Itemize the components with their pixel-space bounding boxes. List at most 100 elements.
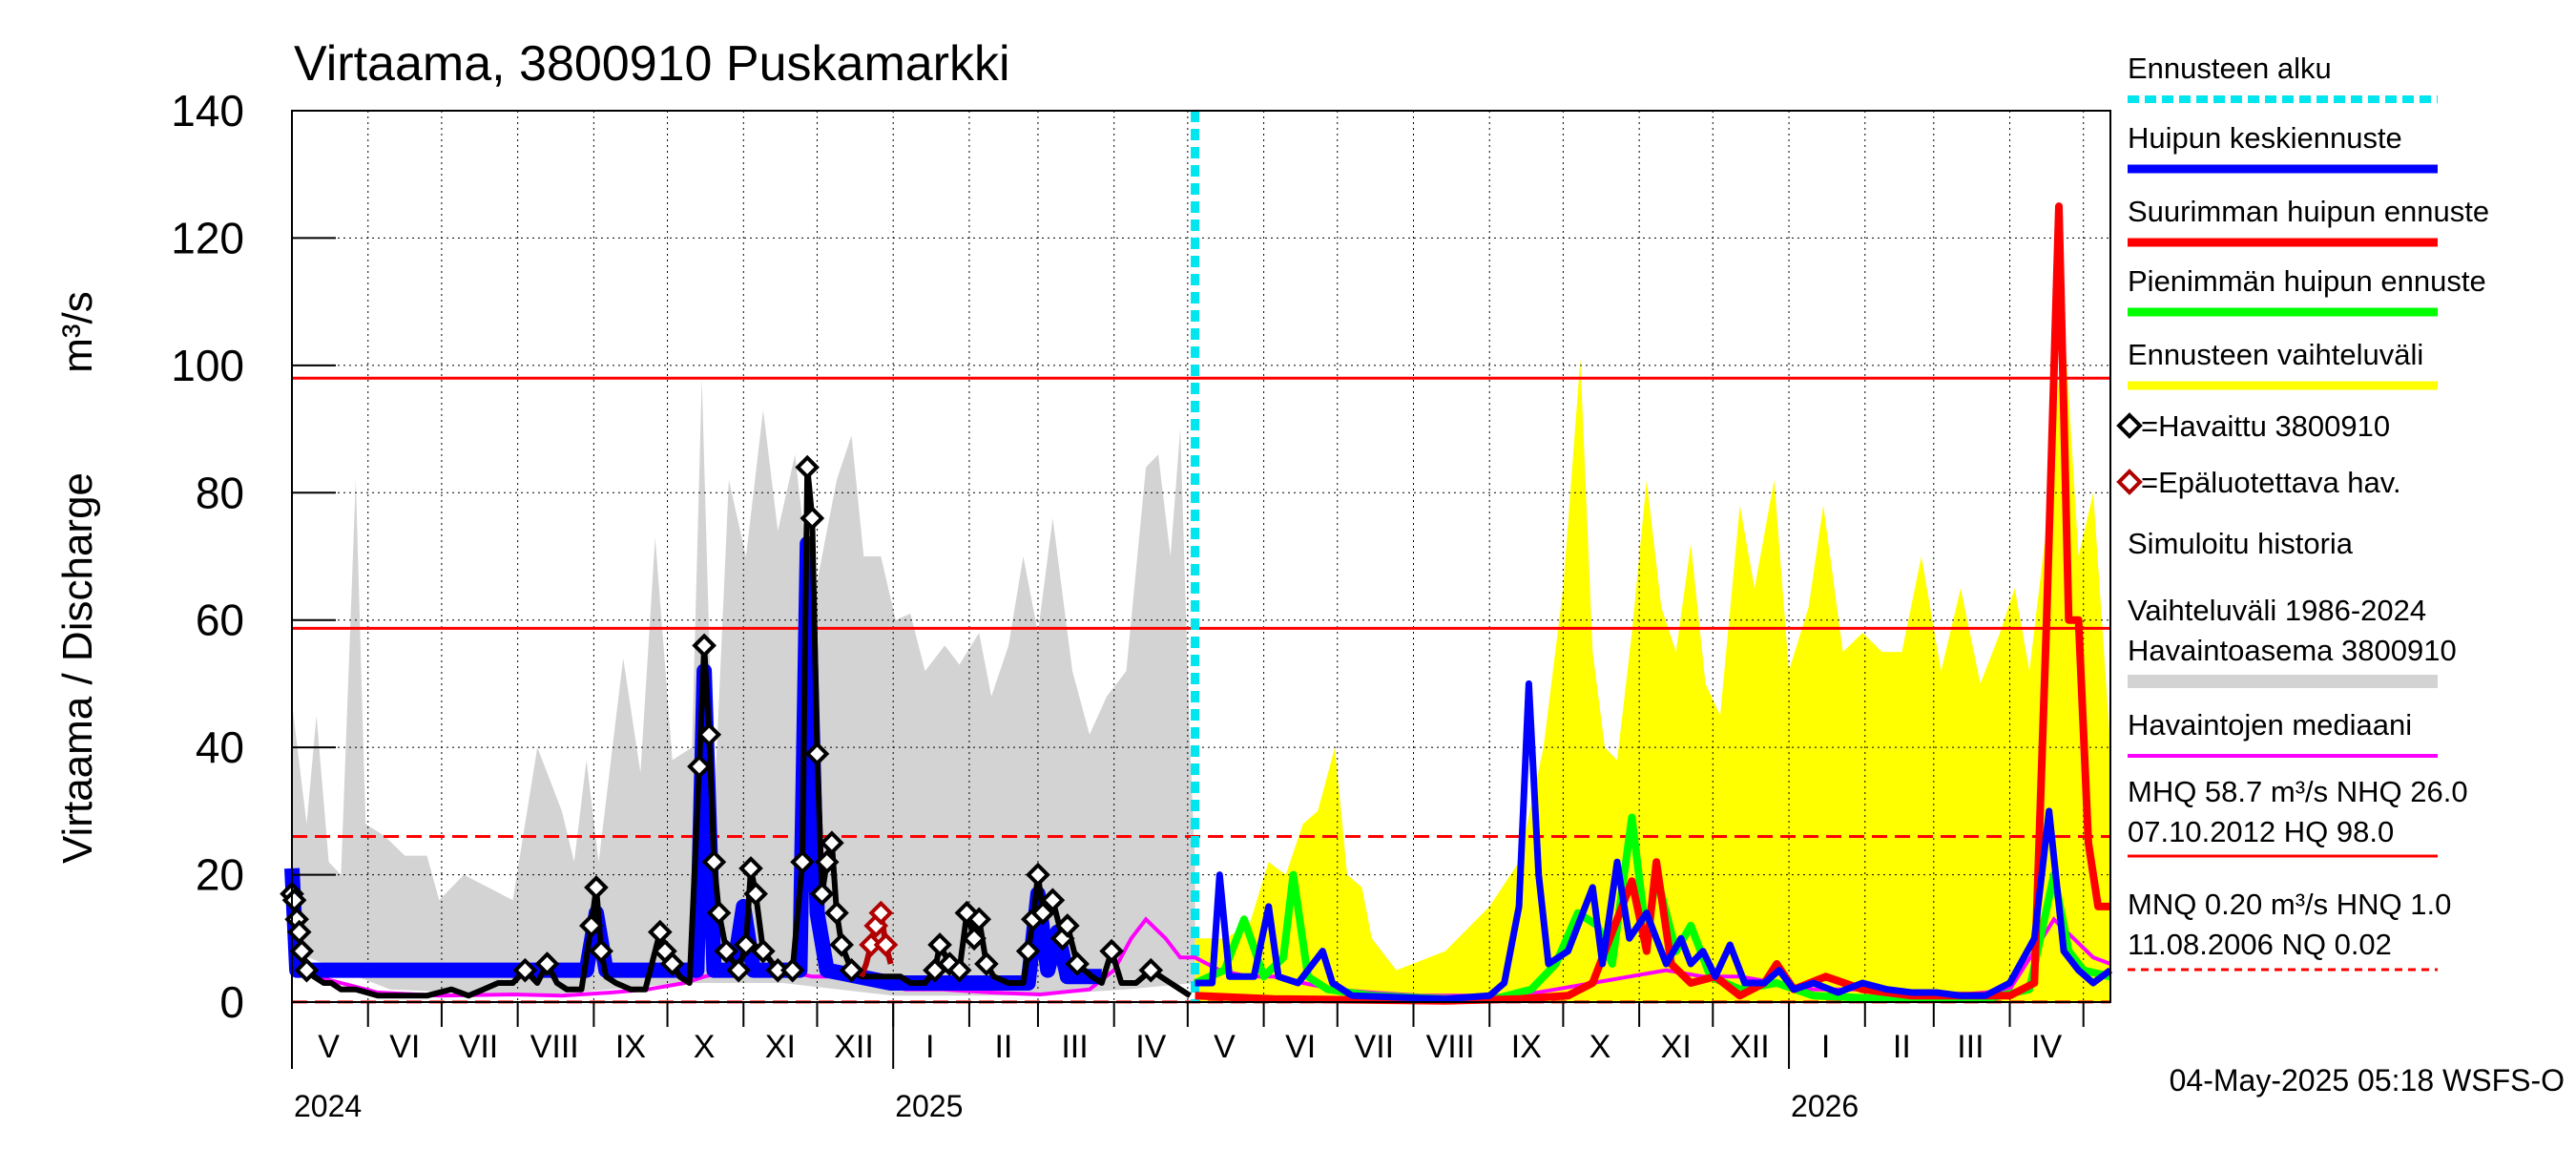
observed-marker [824,900,849,926]
observed-marker [962,926,987,951]
month-label: VI [389,1029,420,1065]
month-label: V [318,1029,340,1065]
legend-simulated_history-label: Simuloitu historia [2128,527,2354,560]
observed-marker [289,938,315,964]
observed-marker [974,951,999,976]
observed-marker [839,957,864,983]
observed-marker [706,900,732,926]
month-label: IV [1135,1029,1166,1065]
month-label: X [1589,1029,1611,1065]
legend-history_range-label: Vaihteluväli 1986-2024 [2128,594,2426,627]
month-label: XI [765,1029,796,1065]
y-tick-label: 140 [171,86,244,136]
observed-marker [738,856,763,881]
observed-marker [734,932,758,957]
statistics-text: MHQ 58.7 m³/s NHQ 26.0 07.10.2012 HQ 98.0… [2128,775,2468,972]
unreliable-marker [873,932,899,957]
stats-line-4: 11.08.2006 NQ 0.02 [2128,928,2392,961]
y-tick-label: 40 [196,722,244,772]
y-tick-label: 100 [171,341,244,390]
month-label: II [994,1029,1012,1065]
stats-line-1: MHQ 58.7 m³/s NHQ 26.0 [2128,775,2468,808]
stats-line-2: 07.10.2012 HQ 98.0 [2128,815,2394,848]
footer-timestamp: 04-May-2025 05:18 WSFS-O [2170,1063,2565,1098]
observed-marker [294,957,320,983]
month-label: XII [1730,1029,1770,1065]
observed-marker [946,957,972,983]
legend-observed-marker [2116,412,2143,439]
legend-mean_forecast-label: Huipun keskiennuste [2128,121,2402,155]
range-areas [292,314,2110,1002]
observed-marker [1026,862,1050,888]
month-label: VII [459,1029,499,1065]
legend-max_forecast-label: Suurimman huipun ennuste [2128,195,2489,228]
legend-observed-label: =Havaittu 3800910 [2141,409,2390,443]
observed-marker [589,938,613,964]
observed-marker [809,881,835,907]
month-label: I [925,1029,934,1065]
month-label: III [1957,1029,1984,1065]
observed-marker [804,741,830,766]
y-axis-label: Virtaama / Discharge [54,472,101,864]
month-label: II [1893,1029,1911,1065]
legend-history_range-label-2: Havaintoasema 3800910 [2128,634,2457,667]
observed-marker [779,957,805,983]
observed-marker [696,721,722,747]
observed-marker [1030,900,1055,926]
month-label: I [1821,1029,1830,1065]
y-tick-label: 20 [196,850,244,900]
month-label: IX [1511,1029,1542,1065]
observation-markers [280,454,1164,983]
observed-marker [795,454,820,480]
observed-marker [743,881,768,907]
history-range-area [292,378,1195,996]
legend-unreliable-label: =Epäluotettava hav. [2141,466,2401,499]
observed-marker [726,957,751,983]
observed-marker [1040,888,1066,913]
month-label: X [694,1029,716,1065]
month-label: VII [1355,1029,1395,1065]
y-tick-label: 80 [196,468,244,517]
observed-marker [714,938,739,964]
observed-marker [790,849,815,875]
observed-marker [659,951,685,976]
observed-marker [800,506,825,531]
observed-marker [1138,957,1164,983]
legend-forecast_start-label: Ennusteen alku [2128,52,2332,85]
observed-marker [814,849,840,875]
observed-marker [751,938,776,964]
stats-line-3: MNQ 0.20 m³/s HNQ 1.0 [2128,888,2451,921]
y-tick-label: 0 [219,977,244,1027]
observed-marker [692,633,717,659]
month-label: XI [1661,1029,1692,1065]
month-label: VIII [1426,1029,1475,1065]
observed-marker [1065,951,1090,976]
observed-marker [534,951,560,976]
observed-marker [512,957,538,983]
y-axis-unit-group: m³/s [54,291,101,373]
observed-marker [578,913,604,938]
month-label: XII [834,1029,874,1065]
y-axis-label-group: Virtaama / Discharge [54,472,101,864]
legend-forecast_range-label: Ennusteen vaihteluväli [2128,338,2423,371]
y-axis-unit: m³/s [54,291,101,373]
observed-marker [584,875,609,900]
month-label: V [1214,1029,1236,1065]
plot-frame [291,110,2111,1003]
year-label: 2025 [895,1089,963,1123]
month-label: III [1061,1029,1088,1065]
observed-marker [829,932,855,957]
observed-marker [1015,938,1041,964]
mean-peak-forecast-line [1195,680,2113,1003]
observed-marker [1099,938,1124,964]
year-label: 2024 [294,1089,362,1123]
month-label: IV [2031,1029,2062,1065]
forecast-range-area [1195,314,2110,1002]
y-tick-label: 120 [171,213,244,262]
observed-marker [820,830,844,856]
observed-marker [687,754,712,779]
observed-marker [701,849,727,875]
observed-marker [966,907,992,932]
